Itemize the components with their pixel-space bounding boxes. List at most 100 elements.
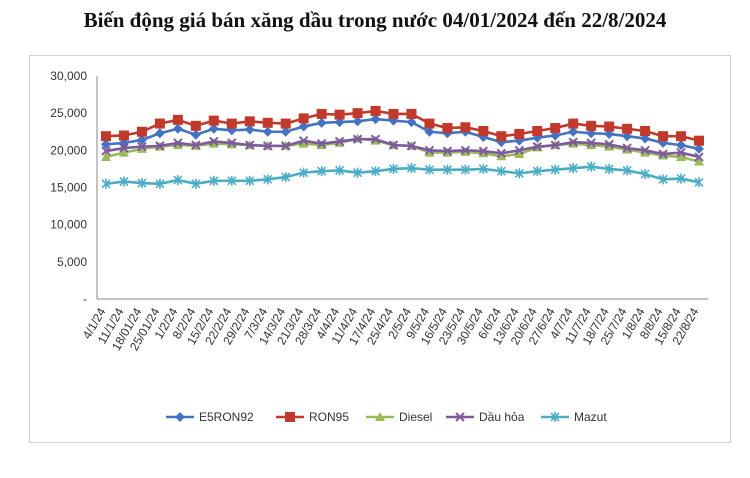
data-point: [334, 109, 345, 120]
data-point: [694, 177, 704, 188]
data-point: [532, 141, 542, 152]
data-point: [622, 165, 632, 176]
data-point: [244, 116, 255, 127]
data-point: [352, 134, 363, 144]
data-point: [676, 173, 686, 184]
data-point: [154, 118, 165, 129]
data-point: [532, 126, 543, 137]
data-point: [100, 152, 111, 162]
data-point: [191, 140, 201, 150]
series-line: [105, 109, 700, 142]
data-point: [370, 134, 381, 144]
data-point: [676, 147, 686, 158]
data-point: [100, 139, 111, 150]
data-point: [155, 141, 165, 151]
data-point: [101, 146, 111, 156]
data-point: [586, 140, 597, 150]
series-4: [101, 161, 704, 189]
data-point: [119, 143, 129, 153]
data-point: [568, 118, 579, 129]
legend-marker: [455, 412, 465, 422]
data-point: [658, 131, 669, 142]
data-point: [352, 116, 363, 127]
legend-label: Dầu hỏa: [479, 410, 525, 424]
data-point: [172, 123, 183, 134]
data-point: [388, 140, 399, 150]
data-point: [262, 117, 273, 128]
data-point: [694, 156, 705, 166]
series-line: [105, 117, 700, 151]
data-point: [586, 138, 596, 148]
data-point: [280, 118, 291, 129]
legend-item: Dầu hỏa: [446, 410, 525, 424]
data-point: [586, 120, 597, 131]
data-point: [316, 117, 327, 128]
data-point: [335, 165, 345, 176]
data-point: [208, 138, 219, 148]
data-point: [442, 123, 453, 134]
data-point: [226, 118, 237, 129]
data-point: [640, 145, 650, 156]
data-point: [496, 131, 507, 142]
data-point: [568, 137, 578, 147]
y-tick-label: 5,000: [57, 255, 87, 269]
data-point: [658, 149, 668, 159]
data-point: [694, 135, 705, 146]
data-point: [694, 152, 704, 162]
series-1: [100, 105, 705, 146]
data-point: [658, 174, 668, 185]
data-point: [370, 114, 381, 125]
data-point: [280, 141, 291, 151]
data-point: [316, 108, 327, 119]
data-point: [245, 175, 255, 186]
data-point: [209, 136, 219, 147]
data-point: [137, 178, 147, 189]
data-point: [298, 113, 309, 124]
data-point: [136, 126, 147, 137]
line-chart: -5,00010,00015,00020,00025,00030,0004/1/…: [50, 69, 708, 424]
series-3: [101, 134, 704, 162]
y-tick-label: 15,000: [50, 181, 87, 195]
data-point: [263, 174, 273, 185]
data-point: [208, 123, 219, 134]
data-point: [424, 126, 435, 137]
data-point: [514, 168, 524, 179]
data-point: [298, 121, 309, 132]
data-point: [353, 167, 363, 178]
data-point: [299, 167, 309, 178]
chart-title: Biến động giá bán xăng dầu trong nước 04…: [83, 8, 667, 32]
data-point: [694, 143, 705, 154]
data-point: [532, 166, 542, 177]
chart-container: -5,000 10,000 15,000 20,000 25,000 30,000 4/1/…: [29, 55, 731, 443]
legend-item: Diesel: [366, 410, 432, 424]
data-point: [676, 140, 687, 151]
data-point: [406, 117, 417, 128]
data-point: [424, 164, 435, 175]
data-point: [478, 126, 489, 137]
data-point: [352, 108, 363, 119]
legend-label: Diesel: [399, 410, 432, 424]
data-point: [478, 148, 489, 158]
data-point: [514, 149, 525, 159]
data-point: [424, 147, 435, 157]
data-point: [496, 166, 506, 177]
data-point: [424, 118, 435, 129]
data-point: [100, 131, 111, 142]
legend-marker: [285, 412, 295, 422]
data-point: [604, 163, 614, 174]
data-point: [442, 146, 453, 156]
data-point: [172, 114, 183, 125]
data-point: [280, 126, 291, 137]
data-point: [406, 141, 417, 151]
y-tick-label: 25,000: [50, 106, 87, 120]
data-point: [622, 143, 632, 153]
data-point: [496, 148, 507, 159]
data-point: [317, 166, 327, 177]
data-point: [173, 175, 183, 186]
data-point: [370, 166, 381, 177]
legend-marker: [375, 412, 385, 421]
data-point: [424, 145, 435, 156]
data-point: [568, 163, 578, 174]
data-point: [568, 126, 579, 137]
data-point: [155, 178, 165, 189]
